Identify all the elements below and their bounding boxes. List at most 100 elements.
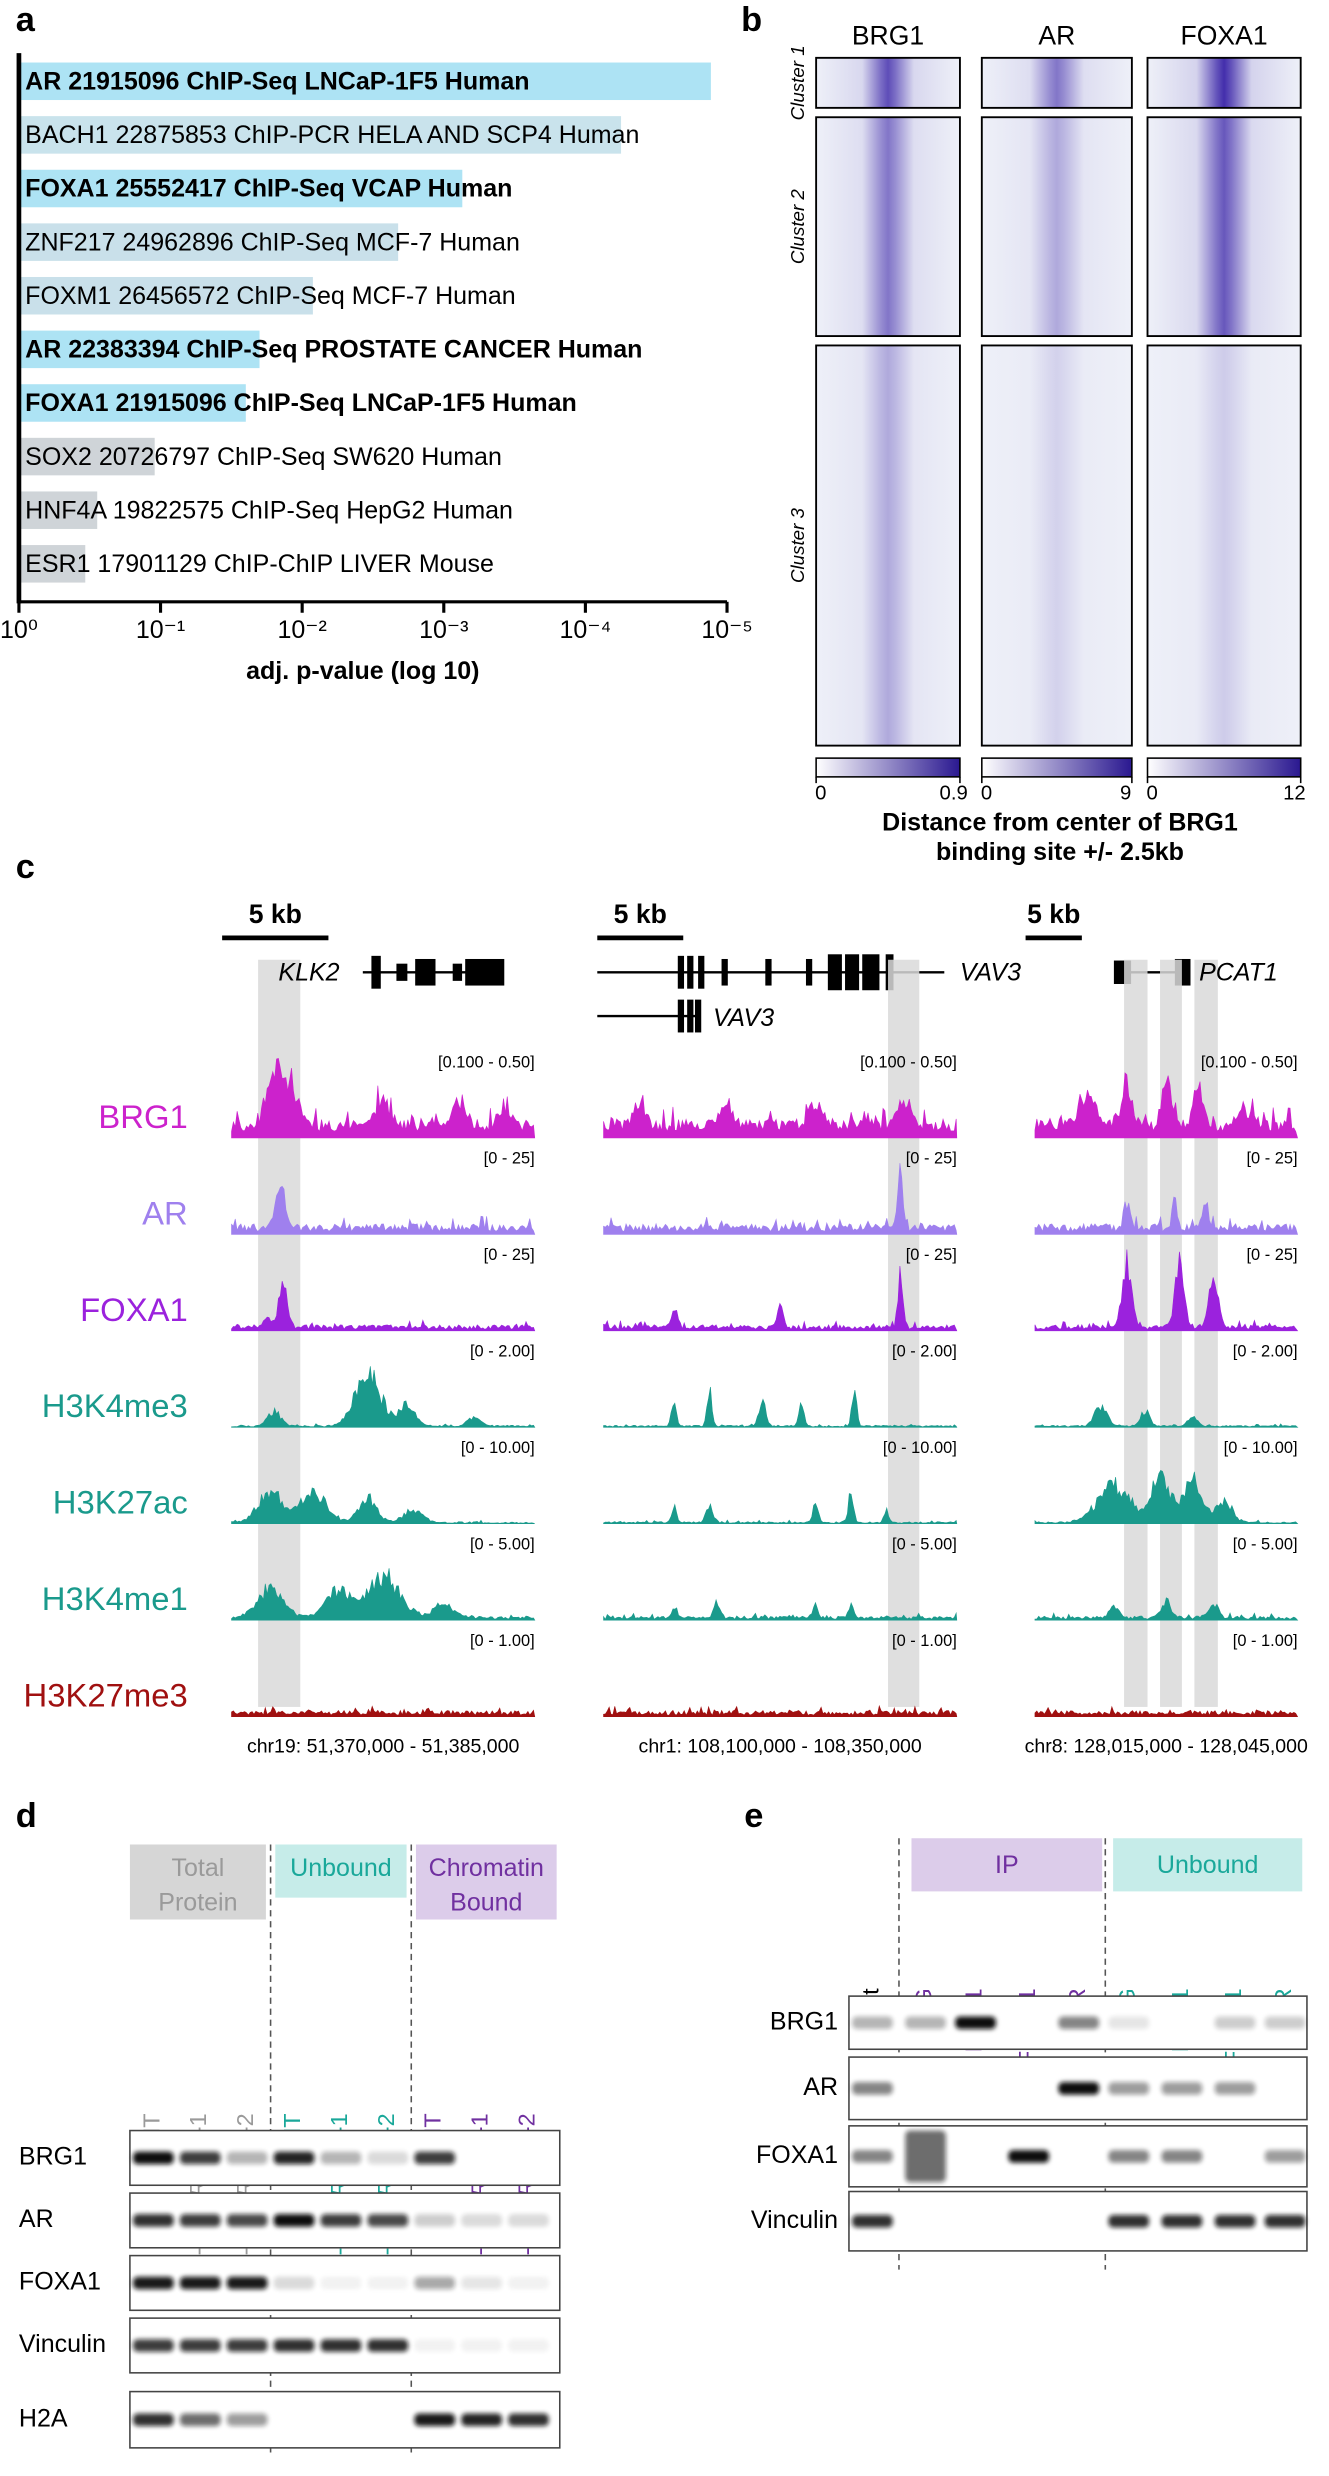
track-label: BRG1 [98, 1098, 187, 1135]
band [414, 2151, 456, 2165]
bar-label: AR 21915096 ChIP-Seq LNCaP-1F5 Human [25, 67, 529, 95]
group-header [415, 1844, 557, 1920]
band [1264, 2016, 1306, 2029]
bar-label: HNF4A 19822575 ChIP-Seq HepG2 Human [25, 496, 513, 524]
track-label: H3K4me1 [42, 1580, 188, 1617]
signal-track [231, 1281, 536, 1332]
band [1108, 2150, 1150, 2163]
band [1214, 2082, 1256, 2095]
bar [18, 491, 98, 529]
x-tick-label: 10⁻¹ [136, 616, 185, 644]
band [179, 2413, 221, 2426]
band [226, 2151, 268, 2165]
scale-label: 5 kb [1027, 899, 1080, 929]
band [461, 2276, 502, 2290]
column-title: FOXA1 [1181, 21, 1268, 51]
signal-track [1034, 1705, 1299, 1717]
lane-label-part: -2 [514, 2113, 540, 2134]
band [367, 2151, 409, 2165]
group-title: Unbound [290, 1854, 391, 1882]
band [320, 2214, 362, 2227]
bar-label: SOX2 20726797 ChIP-Seq SW620 Human [25, 443, 502, 471]
row-label: Vinculin [751, 2206, 838, 2234]
panel-label: c [16, 848, 35, 886]
signal-track [603, 1163, 958, 1235]
signal-track [603, 1094, 958, 1139]
bar [18, 437, 155, 476]
heatmap [1146, 344, 1302, 747]
row-label: AR [19, 2205, 54, 2233]
track-range: [0 - 25] [1246, 1246, 1297, 1264]
band [508, 2339, 549, 2352]
band [133, 2151, 174, 2165]
band [1161, 2150, 1203, 2163]
coordinates: chr1: 108,100,000 - 108,350,000 [639, 1736, 922, 1758]
lane-label-part: -1 [326, 2113, 352, 2134]
bar [18, 169, 463, 208]
signal-track [603, 1265, 958, 1332]
band [414, 2339, 456, 2352]
band [1108, 2214, 1150, 2228]
band [508, 2214, 549, 2227]
band [133, 2214, 174, 2227]
group-header [1113, 1838, 1303, 1892]
row-label: FOXA1 [756, 2141, 838, 2169]
track-range: [0 - 25] [1246, 1150, 1297, 1168]
x-tick-label: 10⁻⁴ [560, 616, 612, 644]
band [852, 2214, 893, 2228]
heatmap [1146, 56, 1302, 109]
band [367, 2214, 409, 2227]
band [320, 2151, 362, 2165]
signal-track [231, 1705, 536, 1717]
bar-label: BACH1 22875853 ChIP-PCR HELA AND SCP4 Hu… [25, 121, 639, 149]
signal-track [603, 1493, 958, 1525]
band [852, 2016, 893, 2029]
coordinates: chr19: 51,370,000 - 51,385,000 [247, 1736, 519, 1758]
row-label: FOXA1 [19, 2268, 101, 2296]
band [1264, 2150, 1306, 2163]
band [1264, 2214, 1306, 2228]
lane-label-part: -2 [373, 2113, 399, 2134]
heatmap [815, 116, 961, 338]
x-tick-label: 10⁻³ [419, 616, 468, 644]
colorbar-tick-label: 0 [981, 782, 992, 804]
band [1161, 2082, 1203, 2095]
group-title: Total [171, 1854, 224, 1882]
colorbar-tick-label: 0.9 [940, 782, 968, 804]
band [1214, 2016, 1256, 2029]
signal-track [603, 1598, 958, 1621]
band [367, 2339, 409, 2352]
band [905, 2130, 946, 2183]
band [133, 2276, 174, 2290]
track-range: [0 - 2.00] [892, 1343, 957, 1361]
band [905, 2016, 946, 2029]
signal-track [603, 1386, 958, 1428]
gene-name: VAV3 [713, 1004, 774, 1032]
colorbar-tick-label: 0 [815, 782, 826, 804]
track-range: [0 - 10.00] [883, 1439, 957, 1457]
bar [18, 545, 86, 583]
gene-name: KLK2 [278, 958, 339, 986]
track-range: [0 - 10.00] [461, 1439, 535, 1457]
x-tick-label: 10⁻² [277, 616, 326, 644]
colorbar-tick-label: 12 [1283, 782, 1306, 804]
band [226, 2214, 268, 2227]
gene-models [362, 954, 1191, 1033]
track-range: [0 - 25] [484, 1246, 535, 1264]
heatmap [980, 56, 1133, 109]
bar [18, 276, 313, 315]
highlight [1160, 959, 1182, 1707]
colorbar [1146, 757, 1302, 778]
band [179, 2151, 221, 2165]
band [273, 2151, 315, 2165]
track-range: [0 - 2.00] [1233, 1343, 1298, 1361]
bar [18, 223, 399, 261]
panel-label: b [741, 1, 762, 39]
band [955, 2016, 996, 2029]
x-axis-label: binding site +/- 2.5kb [936, 838, 1184, 866]
band [1058, 2082, 1100, 2095]
band [508, 2413, 549, 2426]
gene-name: VAV3 [960, 958, 1021, 986]
group-title: Protein [158, 1889, 237, 1917]
band [414, 2276, 456, 2290]
